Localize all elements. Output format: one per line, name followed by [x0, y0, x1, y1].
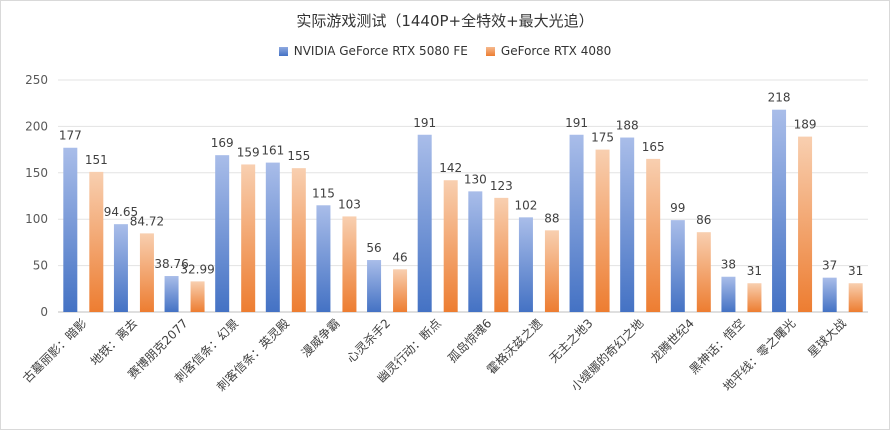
x-tick-label: 孤岛惊魂6	[444, 316, 494, 366]
bar-rtx5080	[316, 205, 331, 312]
x-axis: 古墓丽影：暗影地铁：离去赛博朋克2077刺客信条：幻景刺客信条：英灵殿 漫威争霸心…	[19, 316, 848, 394]
x-tick-label: 漫威争霸	[299, 316, 343, 360]
data-label: 155	[287, 149, 310, 163]
bar-rtx5080	[215, 155, 230, 312]
data-label: 99	[670, 201, 685, 215]
bar-rtx4080	[848, 283, 863, 312]
data-label: 165	[642, 140, 665, 154]
x-tick-label: 地铁：离去	[87, 316, 140, 369]
data-label: 142	[439, 161, 462, 175]
bar-rtx5080	[468, 191, 483, 312]
bar-rtx5080	[367, 260, 382, 312]
data-label: 151	[85, 153, 108, 167]
bar-rtx4080	[798, 136, 813, 312]
data-label: 189	[794, 118, 817, 132]
bar-rtx4080	[139, 233, 154, 312]
y-tick-label: 100	[25, 212, 48, 226]
bar-rtx5080	[417, 134, 432, 312]
legend-swatch-rtx4080	[485, 46, 495, 56]
data-label: 177	[59, 129, 82, 143]
bar-rtx4080	[241, 164, 256, 312]
bar-rtx5080	[822, 277, 837, 312]
data-label: 31	[747, 264, 762, 278]
data-label: 38	[721, 258, 736, 272]
data-label: 103	[338, 197, 361, 211]
y-tick-label: 150	[25, 166, 48, 180]
x-tick-label: 无主之地3	[546, 316, 595, 365]
data-label: 115	[312, 186, 335, 200]
bar-rtx4080	[696, 232, 711, 312]
bar-rtx4080	[646, 158, 661, 312]
y-tick-label: 50	[33, 259, 48, 273]
y-tick-label: 0	[40, 305, 48, 319]
data-label: 46	[392, 250, 407, 264]
data-label: 86	[696, 213, 711, 227]
y-tick-label: 200	[25, 119, 48, 133]
bar-rtx5080	[670, 220, 685, 312]
data-label: 32.99	[180, 262, 214, 276]
x-tick-label: 星球大战	[805, 316, 849, 360]
bar-rtx5080	[113, 224, 128, 312]
data-label: 84.72	[130, 214, 164, 228]
bar-rtx5080	[518, 217, 533, 312]
data-label: 130	[464, 172, 487, 186]
data-label: 31	[848, 264, 863, 278]
data-label: 102	[514, 198, 537, 212]
data-label: 37	[822, 259, 837, 273]
legend-label-rtx5080: NVIDIA GeForce RTX 5080 FE	[293, 44, 468, 58]
y-axis: 0 50 100 150 200 250	[25, 73, 48, 319]
legend-label-rtx4080: GeForce RTX 4080	[500, 44, 612, 58]
data-label: 56	[366, 241, 381, 255]
bar-rtx5080	[164, 276, 179, 312]
y-tick-label: 250	[25, 73, 48, 87]
data-label: 94.65	[104, 205, 138, 219]
legend-item-rtx5080: NVIDIA GeForce RTX 5080 FE	[278, 44, 468, 58]
data-label: 161	[261, 144, 284, 158]
data-label: 159	[237, 145, 260, 159]
bar-rtx5080	[772, 109, 787, 312]
bar-rtx4080	[190, 281, 205, 312]
bar-rtx4080	[342, 216, 357, 312]
bar-rtx4080	[544, 230, 559, 312]
bar-rtx4080	[443, 180, 458, 312]
bar-rtx4080	[89, 171, 104, 312]
data-label: 218	[768, 91, 791, 105]
bar-rtx5080	[569, 134, 584, 312]
bar-rtx5080	[265, 162, 280, 312]
bar-rtx4080	[291, 168, 306, 312]
data-label: 191	[413, 116, 436, 130]
legend-swatch-rtx5080	[278, 46, 288, 56]
x-tick-label: 古墓丽影：暗影	[19, 316, 89, 386]
bar-rtx4080	[595, 149, 610, 312]
legend-item-rtx4080: GeForce RTX 4080	[485, 44, 612, 58]
data-label: 123	[490, 179, 513, 193]
data-label: 38.76	[154, 257, 188, 271]
bar-rtx5080	[620, 137, 635, 312]
data-label: 88	[544, 211, 559, 225]
bar-rtx4080	[393, 269, 408, 312]
chart-title: 实际游戏测试（1440P+全特效+最大光追）	[296, 12, 594, 30]
bar-rtx5080	[721, 276, 736, 312]
data-label: 191	[565, 116, 588, 130]
legend: NVIDIA GeForce RTX 5080 FE GeForce RTX 4…	[0, 44, 890, 58]
x-tick-label: 心灵杀手2	[343, 316, 393, 366]
data-label: 188	[616, 119, 639, 133]
bar-rtx4080	[494, 197, 509, 312]
data-label: 169	[211, 136, 234, 150]
data-label: 175	[591, 131, 614, 145]
x-tick-label: 龙腾世纪4	[647, 316, 697, 366]
bar-rtx5080	[63, 147, 78, 312]
bar-rtx4080	[747, 283, 762, 312]
bars	[63, 109, 863, 312]
